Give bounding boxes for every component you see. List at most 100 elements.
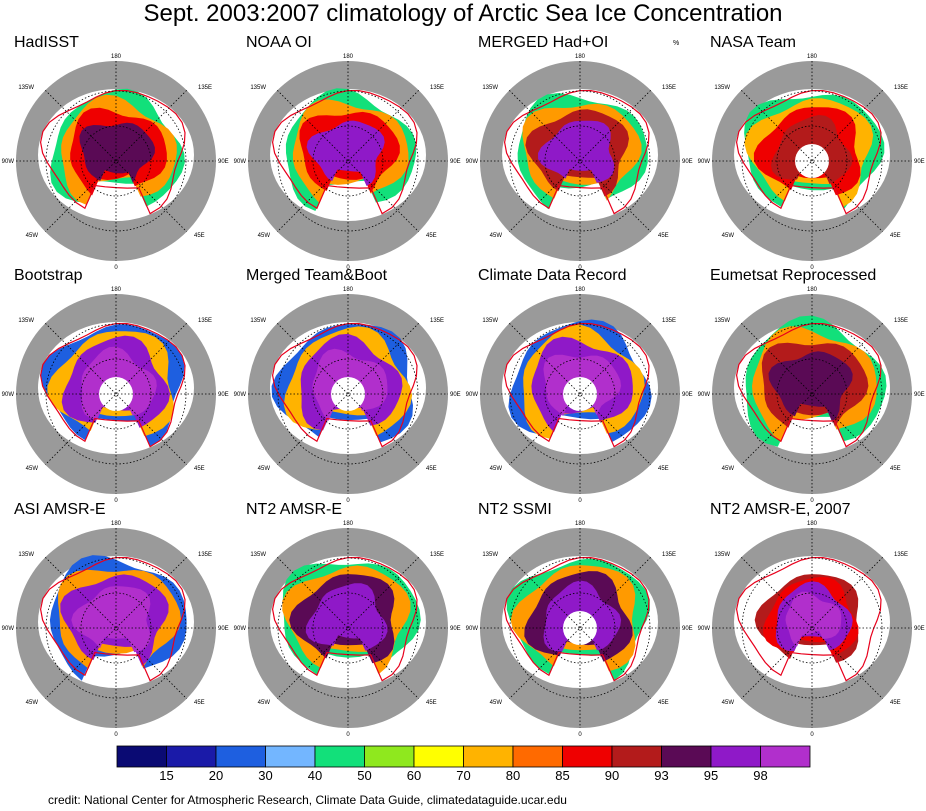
panel-title: NOAA OI: [246, 34, 312, 51]
lon-label-90e: 90E: [218, 159, 229, 165]
latitude-circle: [509, 90, 651, 232]
lon-label-90w: 90W: [234, 159, 247, 165]
lon-label-90w: 90W: [234, 392, 247, 398]
colorbar-tick-label: 40: [308, 768, 322, 783]
colorbar-swatch: [314, 745, 365, 768]
colorbar-swatch: [661, 745, 712, 768]
lon-label-45w: 45W: [26, 233, 39, 239]
lon-label-90e: 90E: [914, 626, 925, 632]
lon-label-180: 180: [807, 54, 818, 60]
lon-label-135w: 135W: [250, 85, 266, 91]
lon-label-45w: 45W: [722, 233, 735, 239]
lon-label-180: 180: [111, 521, 122, 527]
colorbar-swatch: [611, 745, 662, 768]
map-panel: NT2 SSMI 180 0 90W 90E 135W 135E 45W 45E: [464, 500, 696, 740]
ice-core-band: [768, 351, 853, 422]
lon-label-135w: 135W: [482, 552, 498, 558]
lon-label-135w: 135W: [18, 552, 34, 558]
climatology-ice-edge-line: [735, 556, 882, 682]
lon-label-0: 0: [810, 265, 814, 271]
lon-label-45e: 45E: [426, 233, 437, 239]
lon-label-45e: 45E: [426, 700, 437, 706]
panel-title: NASA Team: [710, 34, 796, 51]
latitude-circle: [741, 90, 883, 232]
lon-label-90w: 90W: [234, 626, 247, 632]
colorbar-swatch: [512, 745, 563, 768]
lon-label-0: 0: [346, 498, 350, 504]
polar-map: 180 0 90W 90E 135W 135E 45W 45E: [698, 521, 925, 738]
lon-label-45e: 45E: [890, 233, 901, 239]
lon-label-135w: 135W: [482, 318, 498, 324]
map-panel: Eumetsat Reprocessed 180 0 90W 90E 135W 135E 45…: [696, 266, 926, 506]
colorbar-swatch: [116, 745, 167, 768]
latitude-circle: [544, 358, 616, 430]
latitude-circle: [277, 557, 419, 699]
polar-map: 180 0 90W 90E 135W 135E 45W 45E: [2, 287, 229, 504]
colorbar-swatch: [265, 745, 316, 768]
colorbar-tick-label: 60: [407, 768, 421, 783]
latitude-circle: [312, 358, 384, 430]
lon-label-180: 180: [575, 521, 586, 527]
polar-map: 180 0 90W 90E 135W 135E 45W 45E: [466, 287, 693, 504]
climatology-ice-edge-line: [735, 89, 882, 215]
latitude-circle: [509, 323, 651, 465]
colorbar-tick-label: 15: [159, 768, 173, 783]
lon-label-0: 0: [114, 498, 118, 504]
lon-label-45e: 45E: [194, 466, 205, 472]
colorbar-swatch: [463, 745, 514, 768]
lon-label-135w: 135W: [18, 85, 34, 91]
map-panel: NOAA OI 180 0 90W 90E 135W 135E 45W 45E: [232, 33, 464, 273]
lon-label-180: 180: [111, 54, 122, 60]
colorbar-tick-label: 20: [209, 768, 223, 783]
polar-map: 180 0 90W 90E 135W 135E 45W 45E: [466, 54, 693, 271]
climatology-ice-edge-line: [503, 556, 650, 682]
lon-label-45w: 45W: [258, 700, 271, 706]
lon-label-45w: 45W: [490, 700, 503, 706]
climatology-ice-edge-line: [271, 89, 418, 215]
lon-label-45e: 45E: [194, 700, 205, 706]
latitude-circle: [312, 125, 384, 197]
polar-map: 180 0 90W 90E 135W 135E 45W 45E: [234, 54, 461, 271]
lon-label-90e: 90E: [450, 626, 461, 632]
polar-map: 180 0 90W 90E 135W 135E 45W 45E: [466, 521, 693, 738]
map-panel: ASI AMSR-E 180 0 90W 90E 135W 135E 45W 45E: [0, 500, 232, 740]
latitude-circle: [509, 557, 651, 699]
lon-label-135e: 135E: [198, 85, 212, 91]
panel-title: Bootstrap: [14, 267, 83, 284]
lon-label-45w: 45W: [26, 466, 39, 472]
lon-label-45w: 45W: [722, 466, 735, 472]
lon-label-45e: 45E: [426, 466, 437, 472]
panel-title: HadISST: [14, 34, 79, 51]
latitude-circle: [80, 592, 152, 664]
lon-label-45e: 45E: [890, 466, 901, 472]
colorbar-tick-label: 85: [555, 768, 569, 783]
polar-map: 180 0 90W 90E 135W 135E 45W 45E: [2, 521, 229, 738]
lon-label-180: 180: [343, 521, 354, 527]
climatology-ice-edge-line: [503, 89, 650, 215]
lon-label-0: 0: [810, 498, 814, 504]
lon-label-180: 180: [343, 54, 354, 60]
polar-map: 180 0 90W 90E 135W 135E 45W 45E: [698, 54, 925, 271]
lon-label-135w: 135W: [18, 318, 34, 324]
panel-title: NT2 AMSR-E: [246, 501, 343, 518]
latitude-circle: [312, 592, 384, 664]
climatology-ice-edge-line: [39, 556, 186, 682]
panel-title: Climate Data Record: [478, 267, 627, 284]
lon-label-135w: 135W: [714, 552, 730, 558]
lon-label-180: 180: [807, 287, 818, 293]
lon-label-135e: 135E: [430, 552, 444, 558]
latitude-circle: [80, 125, 152, 197]
map-panel: Merged Team&Boot 180 0 90W 90E 135W 135E 45W 45E: [232, 266, 464, 506]
colorbar-swatch: [364, 745, 415, 768]
lon-label-135e: 135E: [662, 552, 676, 558]
latitude-circle: [776, 125, 848, 197]
climatology-ice-edge-line: [271, 322, 418, 448]
lon-label-135w: 135W: [714, 85, 730, 91]
lon-label-90e: 90E: [218, 392, 229, 398]
latitude-circle: [80, 358, 152, 430]
lon-label-90w: 90W: [2, 392, 15, 398]
lon-label-135w: 135W: [250, 552, 266, 558]
lon-label-45w: 45W: [258, 233, 271, 239]
colorbar-swatch: [760, 745, 811, 768]
polar-map: 180 0 90W 90E 135W 135E 45W 45E: [234, 287, 461, 504]
